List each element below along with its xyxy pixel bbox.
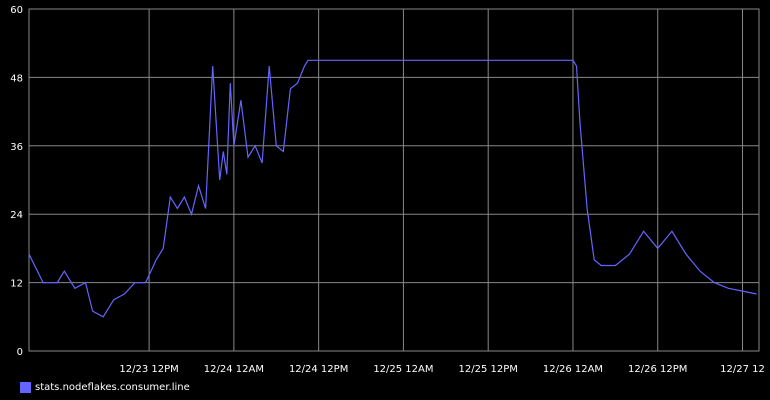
y-tick-label: 0 bbox=[17, 347, 23, 358]
y-tick-label: 48 bbox=[10, 73, 23, 84]
grid bbox=[28, 8, 760, 352]
y-tick-label: 36 bbox=[10, 142, 23, 153]
x-tick-label: 12/26 12PM bbox=[628, 364, 687, 375]
y-axis: 0 12 24 36 48 60 bbox=[10, 5, 23, 358]
plot-frame bbox=[28, 8, 760, 352]
y-tick-label: 60 bbox=[10, 5, 23, 16]
x-axis: 12/23 12PM 12/24 12AM 12/24 12PM 12/25 12AM… bbox=[119, 364, 764, 375]
legend: stats.nodeflakes.consumer.line bbox=[20, 380, 190, 394]
x-tick-label: 12/27 12 bbox=[720, 364, 765, 375]
y-tick-label: 12 bbox=[10, 279, 23, 290]
series-lines bbox=[28, 59, 757, 318]
plot-area bbox=[29, 9, 759, 351]
legend-swatch bbox=[20, 381, 31, 393]
x-tick-label: 12/25 12AM bbox=[373, 364, 433, 375]
series-line bbox=[28, 59, 757, 318]
x-tick-label: 12/26 12AM bbox=[543, 364, 603, 375]
y-tick-label: 24 bbox=[10, 210, 23, 221]
x-tick-label: 12/24 12PM bbox=[289, 364, 348, 375]
x-tick-label: 12/23 12PM bbox=[119, 364, 178, 375]
x-tick-label: 12/24 12AM bbox=[204, 364, 264, 375]
legend-label: stats.nodeflakes.consumer.line bbox=[35, 381, 190, 393]
x-tick-label: 12/25 12PM bbox=[458, 364, 517, 375]
